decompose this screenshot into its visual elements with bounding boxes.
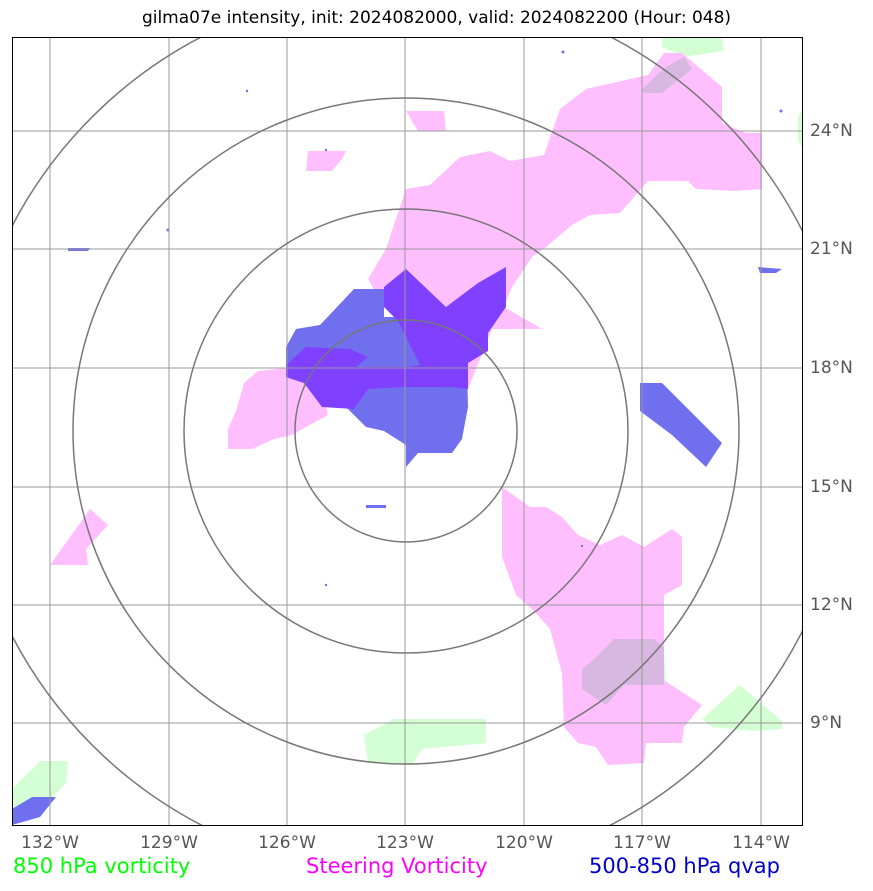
qvap-speck-3 bbox=[366, 505, 386, 508]
y-tick-label: 15°N bbox=[810, 477, 853, 497]
overlap-purple-lower bbox=[286, 347, 468, 409]
legend-steering-vorticity: Steering Vorticity bbox=[306, 854, 488, 878]
gridlines bbox=[12, 37, 803, 826]
y-tick-label: 18°N bbox=[810, 358, 853, 378]
steering-patch-south bbox=[502, 487, 702, 765]
x-tick-label: 132°W bbox=[21, 833, 79, 853]
y-tick-label: 24°N bbox=[810, 121, 853, 141]
overlap-purple-upper bbox=[384, 267, 506, 389]
x-tick-label: 117°W bbox=[613, 833, 671, 853]
y-tick-label: 9°N bbox=[810, 713, 843, 733]
vort850-patch-s bbox=[364, 719, 486, 765]
steering-patch-top bbox=[406, 111, 446, 131]
map-frame bbox=[12, 37, 803, 826]
qvap-speck-11 bbox=[401, 426, 407, 432]
x-tick-label: 120°W bbox=[495, 833, 553, 853]
steering-patch-sw bbox=[50, 509, 108, 565]
map-panel bbox=[12, 37, 803, 826]
vort850-patch-se bbox=[702, 685, 782, 731]
legend-qvap: 500-850 hPa qvap bbox=[589, 854, 780, 878]
map-svg bbox=[12, 37, 803, 826]
map-title: gilma07e intensity, init: 2024082000, va… bbox=[141, 8, 732, 28]
x-tick-label: 129°W bbox=[140, 833, 198, 853]
range-ring-1 bbox=[294, 319, 518, 543]
overlap-patch-ne bbox=[642, 57, 692, 93]
x-tick-label: 114°W bbox=[732, 833, 790, 853]
qvap-speck-9 bbox=[324, 583, 328, 587]
range-ring-2 bbox=[183, 208, 629, 654]
x-tick-label: 123°W bbox=[376, 833, 434, 853]
y-tick-label: 21°N bbox=[810, 239, 853, 259]
y-tick-label: 12°N bbox=[810, 595, 853, 615]
qvap-speck-10 bbox=[580, 544, 584, 548]
steering-patch-west bbox=[228, 367, 328, 449]
qvap-speck-5 bbox=[779, 109, 783, 113]
range-rings bbox=[12, 37, 803, 826]
qvap-speck-4 bbox=[561, 50, 565, 54]
qvap-patch-sw bbox=[12, 797, 56, 825]
qvap-steering-overlap-layer bbox=[286, 267, 506, 409]
qvap-band-east bbox=[640, 383, 722, 467]
qvap-speck-6 bbox=[245, 89, 249, 93]
x-tick-label: 126°W bbox=[258, 833, 316, 853]
qvap-speck-8 bbox=[324, 148, 328, 152]
overlap-patch-s bbox=[582, 639, 664, 705]
overlap-layer bbox=[582, 57, 692, 705]
vort850-patch-ne-edge bbox=[798, 109, 803, 149]
steering-patch-small bbox=[306, 151, 346, 171]
range-ring-3 bbox=[72, 97, 740, 765]
qvap-speck-1 bbox=[758, 267, 782, 273]
legend-850hpa-vorticity: 850 hPa vorticity bbox=[13, 854, 191, 878]
vort850-patch-ne bbox=[662, 37, 724, 57]
